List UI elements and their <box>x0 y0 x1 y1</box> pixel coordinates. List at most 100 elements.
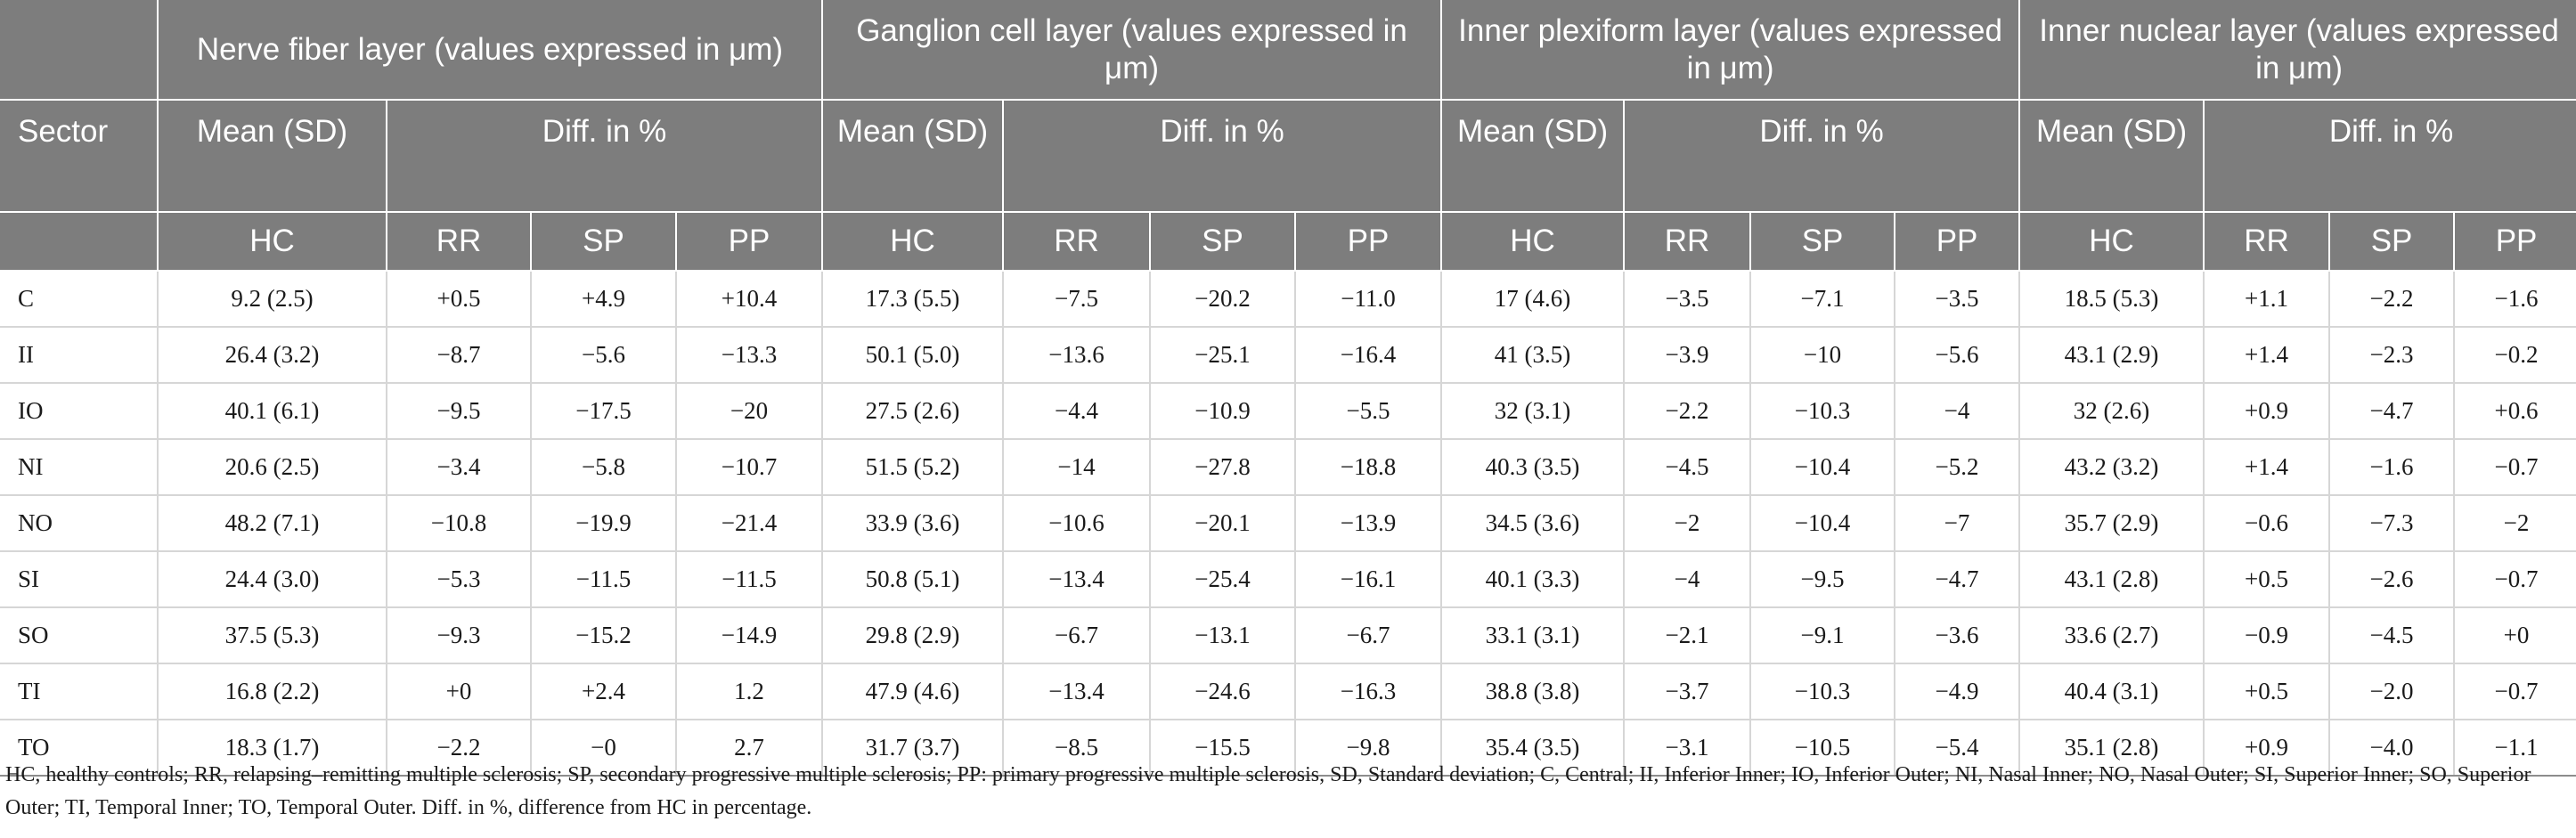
table-footnote: HC, healthy controls; RR, relapsing–remi… <box>5 763 2531 819</box>
value-cell: −11.5 <box>531 551 677 608</box>
value-cell: −2 <box>2454 495 2576 552</box>
mean-sd-header: Mean (SD) <box>822 100 1004 213</box>
value-cell: 37.5 (5.3) <box>158 607 387 664</box>
value-cell: +2.4 <box>531 663 677 720</box>
value-cell: −21.4 <box>676 495 823 552</box>
value-cell: +4.9 <box>531 271 677 328</box>
group-header-pp: PP <box>1895 212 2021 272</box>
group-header-rr: RR <box>2204 212 2331 272</box>
sector-cell: IO <box>0 383 159 440</box>
value-cell: −10.3 <box>1750 383 1896 440</box>
value-cell: −17.5 <box>531 383 677 440</box>
value-cell: −3.9 <box>1624 327 1752 384</box>
value-cell: −15.2 <box>531 607 677 664</box>
value-cell: −10.8 <box>387 495 532 552</box>
diff-header: Diff. in % <box>2204 100 2576 213</box>
group-header-hc: HC <box>2019 212 2205 272</box>
value-cell: +0.9 <box>2204 720 2331 777</box>
group-header-hc: HC <box>158 212 387 272</box>
value-cell: +0.5 <box>2204 663 2331 720</box>
value-cell: −2.0 <box>2329 663 2456 720</box>
value-cell: −4.9 <box>1895 663 2021 720</box>
value-cell: 47.9 (4.6) <box>822 663 1004 720</box>
value-cell: 9.2 (2.5) <box>158 271 387 328</box>
value-cell: −13.4 <box>1003 663 1151 720</box>
value-cell: −15.5 <box>1150 720 1296 777</box>
value-cell: −5.5 <box>1295 383 1443 440</box>
value-cell: −0.7 <box>2454 439 2576 496</box>
mean-sd-header: Mean (SD) <box>158 100 387 213</box>
value-cell: 51.5 (5.2) <box>822 439 1004 496</box>
value-cell: −5.2 <box>1895 439 2021 496</box>
table-row: SI 24.4 (3.0) −5.3 −11.5 −11.5 50.8 (5.1) −13.… <box>0 551 2576 608</box>
header-row-measures: Sector Mean (SD) Diff. in % Mean (SD) Di… <box>0 100 2576 213</box>
value-cell: −4 <box>1624 551 1752 608</box>
value-cell: −11.0 <box>1295 271 1443 328</box>
value-cell: 20.6 (2.5) <box>158 439 387 496</box>
group-header-hc: HC <box>1441 212 1626 272</box>
value-cell: −14 <box>1003 439 1151 496</box>
header-empty-cell <box>0 0 159 101</box>
value-cell: +0.6 <box>2454 383 2576 440</box>
value-cell: −4.7 <box>1895 551 2021 608</box>
sector-cell: TI <box>0 663 159 720</box>
value-cell: +0 <box>387 663 532 720</box>
value-cell: −9.1 <box>1750 607 1896 664</box>
value-cell: −10.6 <box>1003 495 1151 552</box>
value-cell: 24.4 (3.0) <box>158 551 387 608</box>
value-cell: −10.4 <box>1750 439 1896 496</box>
value-cell: 40.4 (3.1) <box>2019 663 2205 720</box>
mean-sd-header: Mean (SD) <box>1441 100 1626 213</box>
value-cell: −2.1 <box>1624 607 1752 664</box>
layer-header-ganglion-cell: Ganglion cell layer (values expressed in… <box>822 0 1443 101</box>
value-cell: −2.6 <box>2329 551 2456 608</box>
value-cell: −19.9 <box>531 495 677 552</box>
value-cell: −3.1 <box>1624 720 1752 777</box>
value-cell: −20 <box>676 383 823 440</box>
header-empty-cell <box>0 212 159 272</box>
value-cell: 18.3 (1.7) <box>158 720 387 777</box>
group-header-rr: RR <box>1624 212 1752 272</box>
value-cell: 2.7 <box>676 720 823 777</box>
value-cell: 17 (4.6) <box>1441 271 1626 328</box>
value-cell: 41 (3.5) <box>1441 327 1626 384</box>
value-cell: −7.5 <box>1003 271 1151 328</box>
value-cell: 33.6 (2.7) <box>2019 607 2205 664</box>
value-cell: −16.3 <box>1295 663 1443 720</box>
value-cell: +1.1 <box>2204 271 2331 328</box>
table-row: NI 20.6 (2.5) −3.4 −5.8 −10.7 51.5 (5.2) −14 −2… <box>0 439 2576 496</box>
value-cell: −18.8 <box>1295 439 1443 496</box>
value-cell: −13.3 <box>676 327 823 384</box>
sector-cell: C <box>0 271 159 328</box>
table-body: C 9.2 (2.5) +0.5 +4.9 +10.4 17.3 (5.5) −7.5 −20… <box>0 271 2576 777</box>
value-cell: −6.7 <box>1003 607 1151 664</box>
value-cell: −2.2 <box>387 720 532 777</box>
value-cell: 43.1 (2.9) <box>2019 327 2205 384</box>
value-cell: −24.6 <box>1150 663 1296 720</box>
value-cell: 43.2 (3.2) <box>2019 439 2205 496</box>
value-cell: 40.1 (6.1) <box>158 383 387 440</box>
value-cell: −10.3 <box>1750 663 1896 720</box>
value-cell: −4.5 <box>2329 607 2456 664</box>
sector-cell: NO <box>0 495 159 552</box>
group-header-sp: SP <box>1750 212 1896 272</box>
group-header-sp: SP <box>1150 212 1296 272</box>
value-cell: −0.9 <box>2204 607 2331 664</box>
value-cell: −8.7 <box>387 327 532 384</box>
table-row: TI 16.8 (2.2) +0 +2.4 1.2 47.9 (4.6) −13.4 −24.… <box>0 663 2576 720</box>
value-cell: −4 <box>1895 383 2021 440</box>
value-cell: 50.8 (5.1) <box>822 551 1004 608</box>
sector-cell: SO <box>0 607 159 664</box>
value-cell: −10.4 <box>1750 495 1896 552</box>
value-cell: −10.7 <box>676 439 823 496</box>
value-cell: 18.5 (5.3) <box>2019 271 2205 328</box>
value-cell: −25.1 <box>1150 327 1296 384</box>
value-cell: −4.5 <box>1624 439 1752 496</box>
diff-header: Diff. in % <box>1624 100 2021 213</box>
table-row: IO 40.1 (6.1) −9.5 −17.5 −20 27.5 (2.6) −4.4 −1… <box>0 383 2576 440</box>
value-cell: 31.7 (3.7) <box>822 720 1004 777</box>
value-cell: −8.5 <box>1003 720 1151 777</box>
value-cell: 43.1 (2.8) <box>2019 551 2205 608</box>
value-cell: −13.9 <box>1295 495 1443 552</box>
value-cell: 29.8 (2.9) <box>822 607 1004 664</box>
